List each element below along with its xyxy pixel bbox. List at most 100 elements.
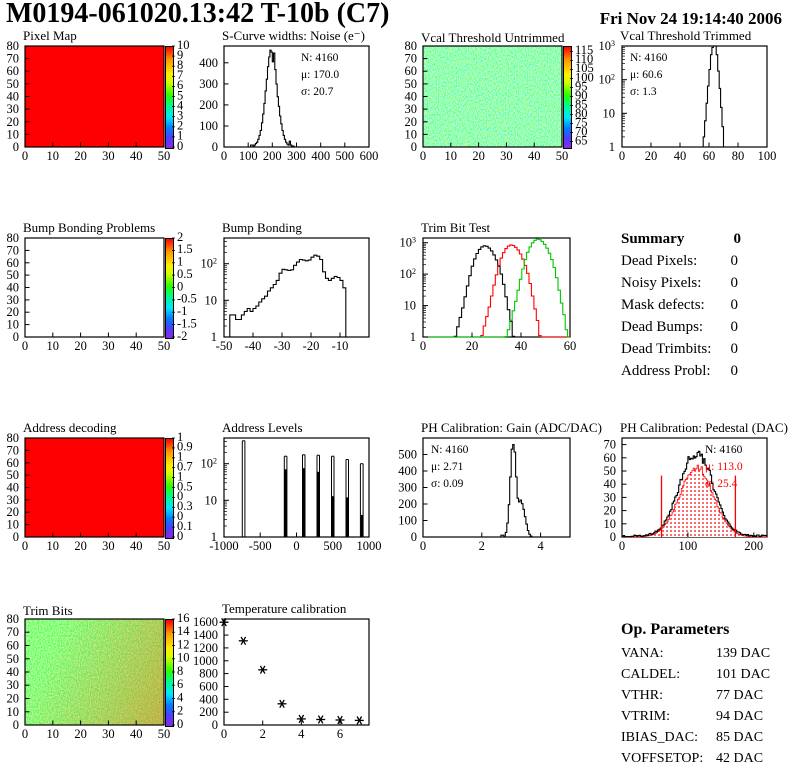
svg-text:30: 30 <box>7 678 20 692</box>
svg-text:0: 0 <box>13 530 19 544</box>
svg-text:10: 10 <box>7 318 20 332</box>
svg-text:10: 10 <box>604 517 617 531</box>
svg-text:60: 60 <box>7 456 20 470</box>
svg-text:40: 40 <box>604 477 617 491</box>
svg-text:1.5: 1.5 <box>177 242 193 256</box>
svg-text:100: 100 <box>398 514 417 528</box>
svg-text:0: 0 <box>619 149 625 163</box>
svg-text:70: 70 <box>7 443 20 457</box>
svg-text:40: 40 <box>7 481 20 495</box>
svg-text:600: 600 <box>199 680 218 694</box>
svg-text:20: 20 <box>7 305 20 319</box>
svg-text:500: 500 <box>335 149 354 163</box>
svg-text:30: 30 <box>102 539 115 553</box>
svg-text:200: 200 <box>398 497 417 511</box>
svg-text:50: 50 <box>604 464 617 478</box>
svg-text:0: 0 <box>411 140 417 154</box>
svg-text:8: 8 <box>177 664 183 678</box>
svg-text:40: 40 <box>405 90 418 104</box>
svg-text:1: 1 <box>177 255 183 269</box>
svg-text:50: 50 <box>158 339 171 353</box>
svg-text:2: 2 <box>260 727 266 741</box>
svg-text:-20: -20 <box>303 339 320 353</box>
svg-text:10: 10 <box>7 705 20 719</box>
svg-text:2: 2 <box>177 230 183 244</box>
svg-text:0: 0 <box>177 279 183 293</box>
svg-text:300: 300 <box>199 77 218 91</box>
svg-text:50: 50 <box>7 268 20 282</box>
svg-text:20: 20 <box>604 504 617 518</box>
svg-text:0: 0 <box>420 149 426 163</box>
svg-text:10: 10 <box>205 293 218 307</box>
svg-text:4: 4 <box>177 690 184 704</box>
svg-text:50: 50 <box>7 468 20 482</box>
svg-text:40: 40 <box>528 149 541 163</box>
svg-text:-50: -50 <box>216 339 233 353</box>
svg-text:0: 0 <box>22 539 28 553</box>
svg-text:1200: 1200 <box>193 641 218 655</box>
svg-text:1000: 1000 <box>193 654 218 668</box>
svg-text:10: 10 <box>445 149 458 163</box>
svg-text:12: 12 <box>177 637 190 651</box>
svg-text:500: 500 <box>323 539 342 553</box>
svg-text:40: 40 <box>130 339 143 353</box>
svg-text:0: 0 <box>13 330 19 344</box>
svg-text:70: 70 <box>405 52 418 66</box>
svg-text:20: 20 <box>74 149 87 163</box>
svg-text:200: 200 <box>263 149 282 163</box>
svg-text:40: 40 <box>674 149 687 163</box>
svg-text:0.5: 0.5 <box>177 267 193 281</box>
svg-text:2: 2 <box>479 539 485 553</box>
svg-text:1: 1 <box>410 330 416 344</box>
svg-text:20: 20 <box>472 149 485 163</box>
svg-text:70: 70 <box>7 625 20 639</box>
svg-text:4: 4 <box>298 727 305 741</box>
svg-text:10: 10 <box>47 339 60 353</box>
svg-text:80: 80 <box>7 431 20 445</box>
svg-text:0: 0 <box>411 530 417 544</box>
svg-text:10: 10 <box>205 493 218 507</box>
svg-text:102: 102 <box>201 256 218 271</box>
svg-text:10: 10 <box>405 127 418 141</box>
svg-text:-40: -40 <box>245 339 262 353</box>
svg-text:-30: -30 <box>274 339 291 353</box>
svg-text:30: 30 <box>500 149 513 163</box>
svg-text:0: 0 <box>420 339 426 353</box>
svg-text:2: 2 <box>177 704 183 718</box>
svg-text:-2: -2 <box>177 329 187 343</box>
svg-text:10: 10 <box>404 299 417 313</box>
svg-text:30: 30 <box>405 102 418 116</box>
svg-text:30: 30 <box>604 490 617 504</box>
svg-text:30: 30 <box>102 339 115 353</box>
svg-text:300: 300 <box>287 149 306 163</box>
svg-text:10: 10 <box>47 149 60 163</box>
svg-text:10: 10 <box>7 518 20 532</box>
svg-text:0: 0 <box>420 539 426 553</box>
svg-text:-0.5: -0.5 <box>177 292 197 306</box>
svg-text:60: 60 <box>703 149 716 163</box>
svg-text:1: 1 <box>609 140 615 154</box>
svg-text:80: 80 <box>7 231 20 245</box>
svg-text:0: 0 <box>610 530 616 544</box>
svg-text:0: 0 <box>212 140 218 154</box>
svg-text:1: 1 <box>177 430 183 444</box>
svg-text:50: 50 <box>556 149 569 163</box>
svg-text:102: 102 <box>599 72 616 87</box>
svg-text:20: 20 <box>7 505 20 519</box>
svg-text:50: 50 <box>7 652 20 666</box>
svg-text:80: 80 <box>7 39 20 53</box>
svg-text:500: 500 <box>398 448 417 462</box>
svg-text:400: 400 <box>199 56 218 70</box>
svg-text:600: 600 <box>360 149 379 163</box>
svg-text:60: 60 <box>7 639 20 653</box>
svg-text:0: 0 <box>619 539 625 553</box>
svg-text:400: 400 <box>311 149 330 163</box>
svg-text:20: 20 <box>645 149 658 163</box>
svg-text:50: 50 <box>158 727 171 741</box>
svg-text:0: 0 <box>13 718 19 732</box>
svg-text:40: 40 <box>130 539 143 553</box>
svg-text:10: 10 <box>47 539 60 553</box>
svg-text:800: 800 <box>199 667 218 681</box>
svg-text:60: 60 <box>405 64 418 78</box>
svg-text:30: 30 <box>7 493 20 507</box>
